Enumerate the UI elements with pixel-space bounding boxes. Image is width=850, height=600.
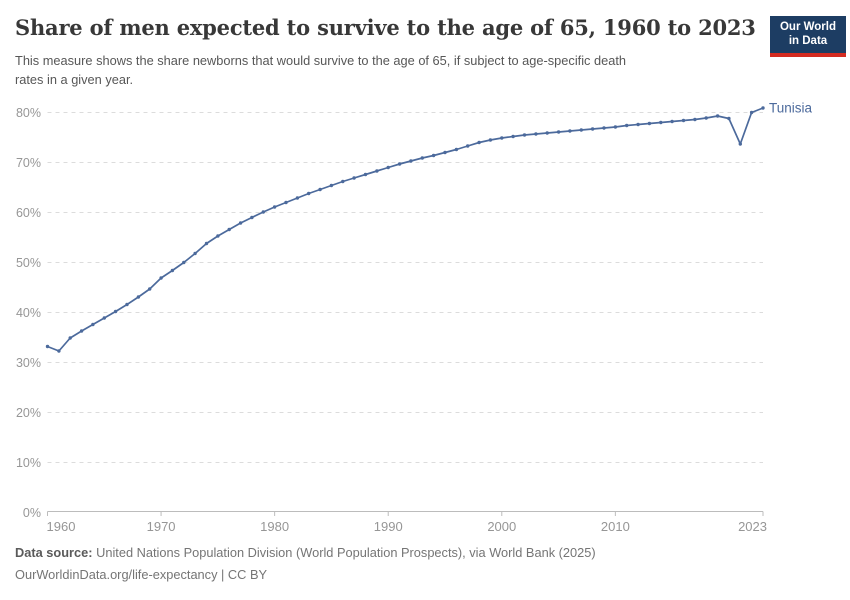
svg-text:Tunisia: Tunisia bbox=[769, 101, 813, 116]
svg-text:10%: 10% bbox=[16, 456, 41, 470]
svg-text:80%: 80% bbox=[16, 106, 41, 120]
chart-title: Share of men expected to survive to the … bbox=[15, 15, 756, 40]
svg-text:1960: 1960 bbox=[47, 519, 76, 534]
y-axis-labels: 0% 10% 20% 30% 40% 50% 60% 70% 80% bbox=[16, 106, 41, 520]
svg-text:1980: 1980 bbox=[260, 519, 289, 534]
svg-text:40%: 40% bbox=[16, 306, 41, 320]
svg-text:60%: 60% bbox=[16, 206, 41, 220]
y-gridlines bbox=[47, 112, 763, 463]
svg-text:1990: 1990 bbox=[374, 519, 403, 534]
svg-text:50%: 50% bbox=[16, 256, 41, 270]
svg-text:1970: 1970 bbox=[147, 519, 176, 534]
data-source-label: Data source: bbox=[15, 545, 93, 560]
x-axis-labels: 1960 1970 1980 1990 2000 2010 2023 bbox=[47, 519, 768, 534]
data-points bbox=[45, 106, 765, 353]
data-source-text: United Nations Population Division (Worl… bbox=[92, 545, 596, 560]
chart-footer: Data source: United Nations Population D… bbox=[15, 545, 596, 591]
svg-text:2000: 2000 bbox=[487, 519, 516, 534]
owid-logo: Our World in Data bbox=[770, 16, 846, 57]
data-source-line: Data source: United Nations Population D… bbox=[15, 545, 596, 560]
data-line bbox=[46, 107, 764, 352]
svg-text:30%: 30% bbox=[16, 356, 41, 370]
chart-subtitle-line2: rates in a given year. bbox=[15, 72, 134, 88]
chart-subtitle-line1: This measure shows the share newborns th… bbox=[15, 53, 627, 68]
owid-logo-line1: Our World bbox=[779, 21, 836, 33]
svg-text:0%: 0% bbox=[23, 506, 41, 520]
license-link-line[interactable]: OurWorldinData.org/life-expectancy | CC … bbox=[15, 566, 268, 582]
svg-text:2023: 2023 bbox=[738, 519, 767, 534]
svg-text:2010: 2010 bbox=[601, 519, 630, 534]
chart-subtitle: This measure shows the share newborns th… bbox=[15, 51, 626, 89]
svg-text:20%: 20% bbox=[16, 406, 41, 420]
x-axis bbox=[47, 511, 764, 516]
series-label-tunisia: Tunisia bbox=[769, 101, 813, 116]
owid-logo-line2: in Data bbox=[788, 35, 828, 48]
svg-text:70%: 70% bbox=[16, 156, 41, 170]
